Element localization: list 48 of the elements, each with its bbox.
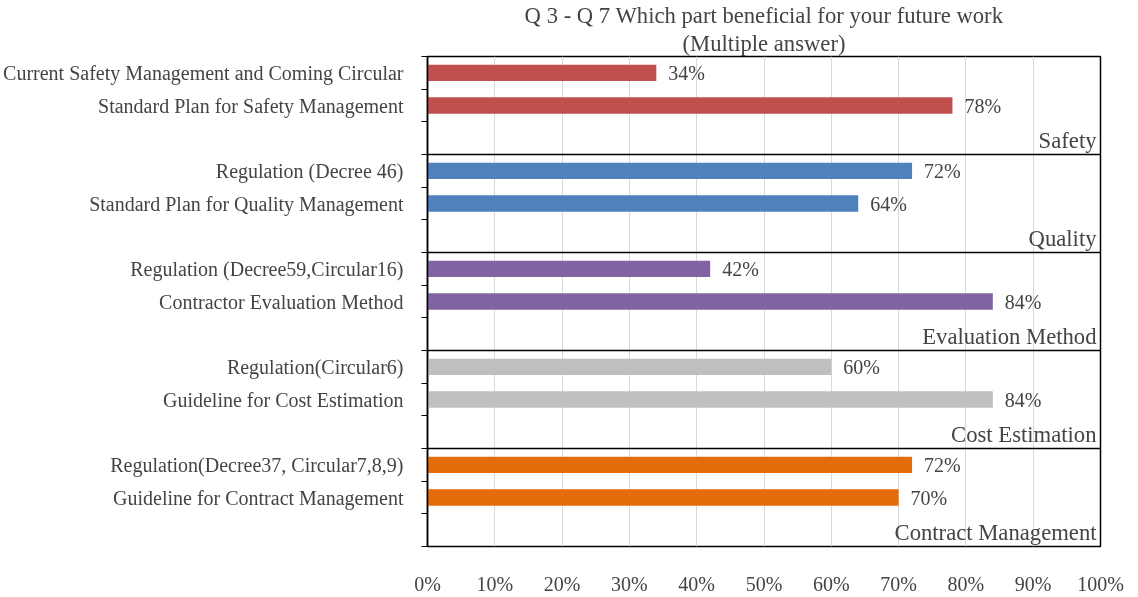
annotation: Quality (1028, 225, 1098, 251)
bar (427, 97, 953, 114)
bar (427, 358, 832, 375)
bar (427, 162, 913, 179)
x-tick-label: 0% (414, 572, 441, 595)
bar (427, 456, 913, 473)
x-tick-label: 50% (745, 572, 783, 595)
y-tick-label: Guideline for Contract Management (113, 486, 404, 510)
y-tick-label: Standard Plan for Safety Management (98, 94, 404, 118)
annotation: Safety (1038, 127, 1098, 153)
y-tick-label: Contractor Evaluation Method (159, 290, 404, 313)
data-label: 84% (1004, 388, 1042, 411)
annotation: Contract Management (894, 519, 1098, 545)
x-tick-label: 100% (1077, 572, 1124, 595)
data-label: 60% (843, 355, 880, 378)
bar (427, 293, 993, 310)
y-tick-label: Regulation (Decree59,Circular16) (130, 257, 404, 281)
bar (427, 195, 859, 212)
y-tick-label: Regulation(Decree37, Circular7,8,9) (110, 453, 404, 477)
y-tick-label: Standard Plan for Quality Management (89, 192, 404, 216)
bar (427, 64, 657, 81)
x-tick-label: 80% (947, 572, 985, 595)
x-tick-label: 60% (812, 572, 850, 595)
bar (427, 489, 899, 506)
chart-subtitle: (Multiple answer) (682, 30, 846, 56)
x-tick-label: 70% (880, 572, 917, 595)
data-label: 42% (722, 257, 759, 280)
x-tick-label: 30% (611, 572, 648, 595)
x-tick-label: 10% (476, 572, 514, 595)
data-label: 72% (924, 453, 961, 476)
annotation: Evaluation Method (922, 323, 1098, 349)
y-tick-label: Regulation(Circular6) (226, 355, 404, 379)
x-tick-label: 20% (543, 572, 581, 595)
y-tick-label: Regulation (Decree 46) (215, 159, 404, 183)
data-label: 34% (668, 61, 705, 84)
data-label: 70% (910, 486, 948, 509)
y-tick-label: Current Safety Management and Coming Circular (3, 61, 404, 85)
x-tick-label: 90% (1014, 572, 1052, 595)
data-label: 64% (870, 192, 907, 215)
annotation: Cost Estimation (951, 421, 1097, 447)
bar (427, 260, 711, 277)
x-tick-label: 40% (678, 572, 716, 595)
y-tick-label: Guideline for Cost Estimation (162, 388, 404, 411)
data-label: 72% (924, 159, 961, 182)
data-label: 84% (1004, 290, 1042, 313)
data-label: 78% (964, 94, 1002, 117)
chart-title: Q 3 - Q 7 Which part beneficial for your future work (524, 2, 1004, 28)
bar (427, 391, 993, 408)
